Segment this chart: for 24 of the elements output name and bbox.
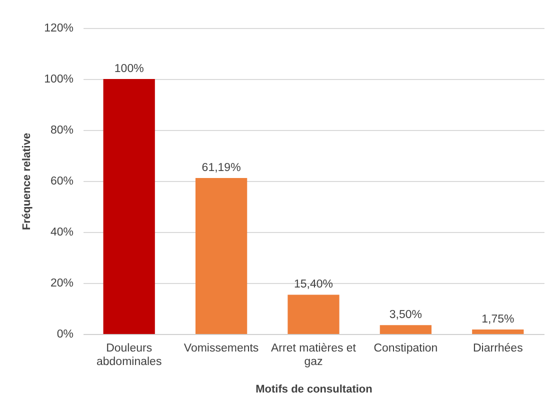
bar bbox=[195, 178, 248, 334]
data-label: 1,75% bbox=[482, 314, 514, 326]
bar bbox=[472, 330, 524, 334]
x-tick-label: Vomissements bbox=[184, 342, 259, 354]
data-label: 100% bbox=[114, 63, 144, 75]
x-axis-title: Motifs de consultation bbox=[256, 384, 373, 396]
data-label: 15,40% bbox=[294, 278, 334, 291]
y-tick-label: 100% bbox=[44, 74, 74, 86]
bar bbox=[380, 325, 432, 334]
y-tick-label: 0% bbox=[56, 328, 74, 340]
x-tick-label: Constipation bbox=[374, 342, 438, 354]
y-tick-label: 60% bbox=[50, 176, 74, 188]
x-tick-label: Arret matières et gaz bbox=[271, 342, 357, 368]
x-tick-label: Douleurs abdominales bbox=[96, 342, 162, 368]
data-label: 61,19% bbox=[202, 162, 241, 174]
y-axis-title: Fréquence relative bbox=[21, 132, 34, 230]
y-tick-label: 120% bbox=[44, 22, 74, 34]
y-tick-label: 40% bbox=[50, 226, 74, 238]
y-tick-label: 80% bbox=[50, 124, 74, 136]
y-tick-label: 20% bbox=[50, 278, 74, 290]
x-tick-label: Diarrhées bbox=[472, 342, 524, 354]
bar bbox=[103, 79, 155, 334]
data-label: 3,50% bbox=[389, 309, 422, 322]
bar bbox=[288, 294, 340, 334]
